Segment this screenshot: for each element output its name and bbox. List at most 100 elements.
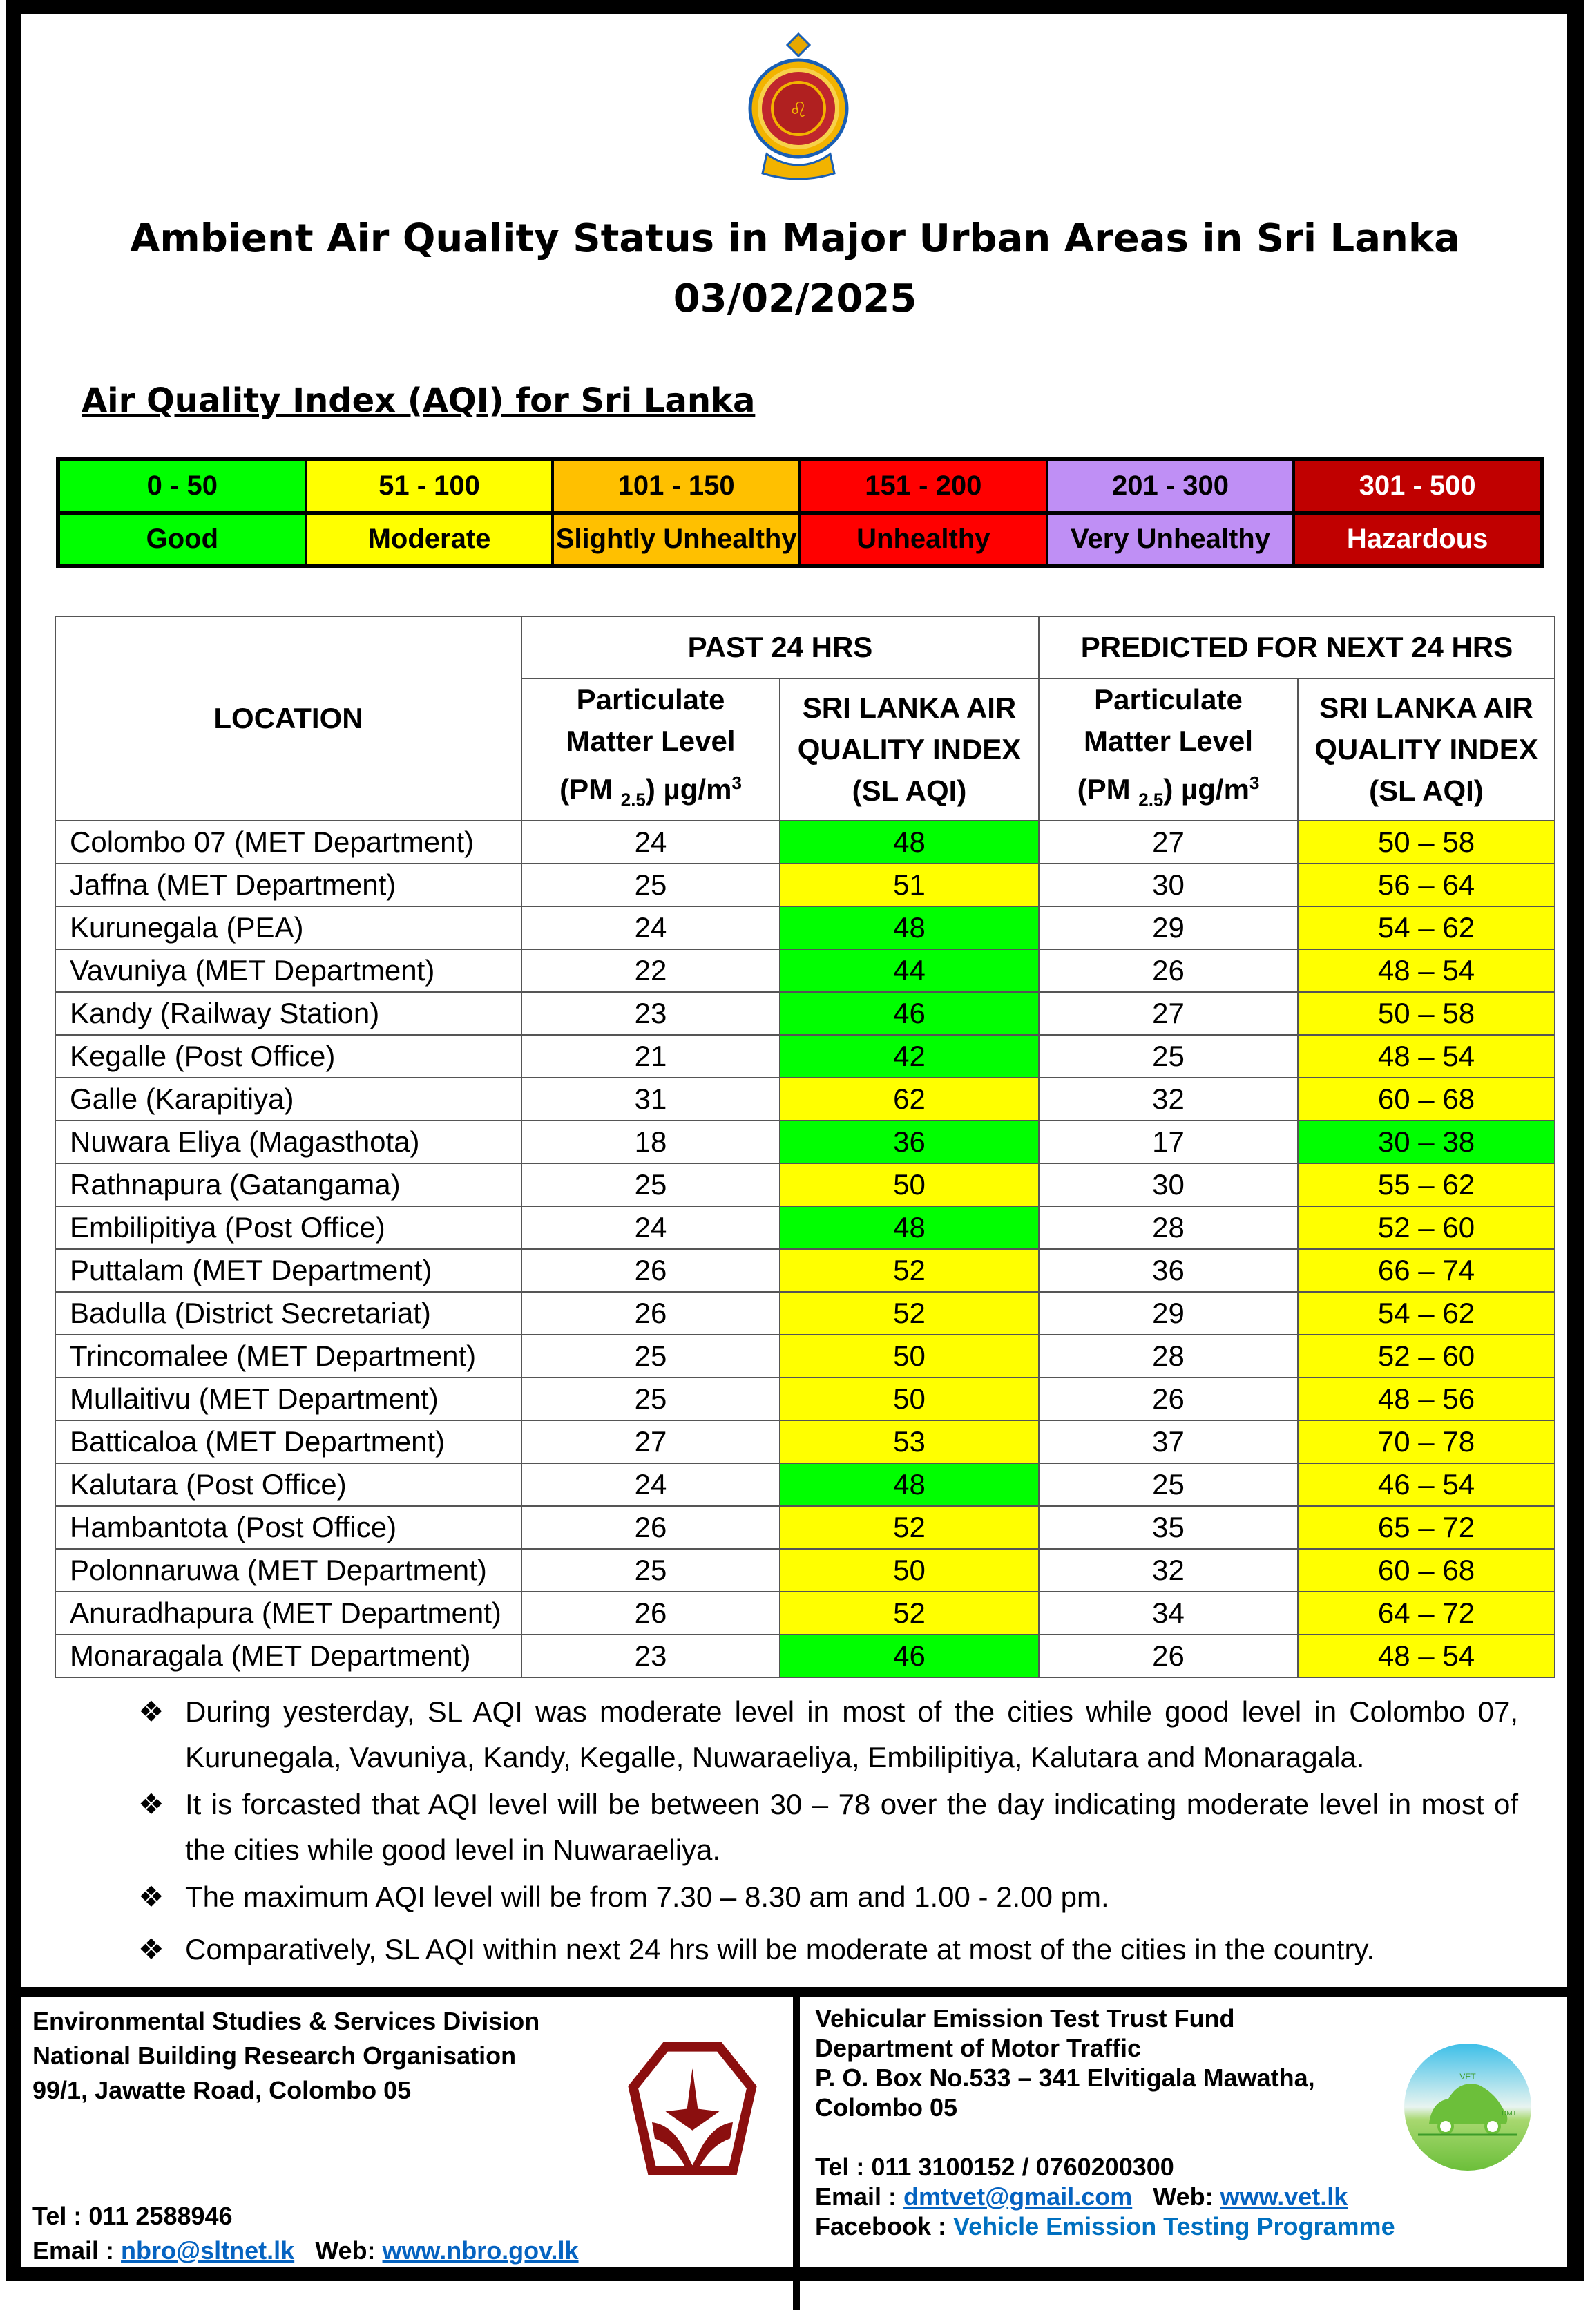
- pm-past-cell: 23: [521, 1634, 780, 1679]
- aqi-past-cell: 50: [779, 1163, 1040, 1208]
- aqi-past-cell: 48: [779, 1206, 1040, 1250]
- aqi-predicted-cell: 46 – 54: [1297, 1463, 1555, 1507]
- pm-past-cell: 24: [521, 1206, 780, 1250]
- location-cell: Embilipitiya (Post Office): [55, 1206, 522, 1250]
- pm-past-cell: 26: [521, 1248, 780, 1293]
- aqi-past-cell: 51: [779, 863, 1040, 908]
- email-label: Email :: [815, 2182, 904, 2211]
- aqi-past-cell: 53: [779, 1420, 1040, 1465]
- aqi-past-cell: 50: [779, 1334, 1040, 1379]
- vet-pobox: P. O. Box No.533 – 341 Elvitigala Mawath…: [815, 2064, 1315, 2092]
- vet-web-link[interactable]: www.vet.lk: [1220, 2182, 1348, 2211]
- vet-logo-text: VET: [1459, 2072, 1476, 2082]
- aqi-predicted-cell: 66 – 74: [1297, 1248, 1555, 1293]
- note-text: Comparatively, SL AQI within next 24 hrs…: [185, 1933, 1375, 1965]
- aqi-past-cell: 44: [779, 949, 1040, 993]
- pm-predicted-cell: 28: [1038, 1334, 1299, 1379]
- aqi-past-cell: 46: [779, 991, 1040, 1036]
- aqi-range: 301 - 500: [1295, 461, 1540, 511]
- vet-department: Department of Motor Traffic: [815, 2034, 1142, 2062]
- pm-past-cell: 21: [521, 1034, 780, 1079]
- table-row: Kalutara (Post Office) 24 48 25 46 – 54: [55, 1463, 1555, 1507]
- location-cell: Jaffna (MET Department): [55, 863, 522, 908]
- location-cell: Nuwara Eliya (Magasthota): [55, 1120, 522, 1165]
- location-cell: Badulla (District Secretariat): [55, 1291, 522, 1336]
- nbro-address: 99/1, Jawatte Road, Colombo 05: [32, 2076, 412, 2104]
- table-row: Kandy (Railway Station) 23 46 27 50 – 58: [55, 991, 1555, 1036]
- table-row: Mullaitivu (MET Department) 25 50 26 48 – 56: [55, 1377, 1555, 1422]
- aqi-category: Unhealthy: [801, 515, 1046, 564]
- header-pm-predicted: Particulate Matter Level (PM 2.5) µg/m3: [1038, 677, 1299, 822]
- note-item: ❖ It is forcasted that AQI level will be …: [138, 1782, 1518, 1873]
- pm-past-cell: 31: [521, 1077, 780, 1122]
- aqi-past-cell: 52: [779, 1291, 1040, 1336]
- pm-past-cell: 23: [521, 991, 780, 1036]
- footer-right: Vehicular Emission Test Trust Fund Depar…: [815, 2003, 1395, 2241]
- aqi-past-cell: 50: [779, 1377, 1040, 1422]
- location-cell: Kegalle (Post Office): [55, 1034, 522, 1079]
- aqi-category: Moderate: [307, 515, 552, 564]
- summary-notes: ❖ During yesterday, SL AQI was moderate l…: [138, 1689, 1518, 1972]
- aqi-predicted-cell: 48 – 54: [1297, 949, 1555, 993]
- aqi-range: 51 - 100: [307, 461, 552, 511]
- table-row: Hambantota (Post Office) 26 52 35 65 – 72: [55, 1505, 1555, 1550]
- pm-predicted-cell: 32: [1038, 1077, 1299, 1122]
- frame-border-right: [1567, 0, 1584, 2281]
- frame-border-left: [6, 0, 21, 2281]
- vet-city: Colombo 05: [815, 2093, 958, 2122]
- aqi-past-cell: 36: [779, 1120, 1040, 1165]
- table-row: Trincomalee (MET Department) 25 50 28 52 – 6…: [55, 1334, 1555, 1379]
- pm-predicted-cell: 29: [1038, 906, 1299, 951]
- location-cell: Galle (Karapitiya): [55, 1077, 522, 1122]
- pm-predicted-cell: 25: [1038, 1034, 1299, 1079]
- aqi-range: 201 - 300: [1048, 461, 1293, 511]
- pm-past-cell: 25: [521, 1334, 780, 1379]
- report-date: 03/02/2025: [673, 276, 917, 321]
- header-pm-past: Particulate Matter Level (PM 2.5) µg/m3: [521, 677, 780, 822]
- table-row: Polonnaruwa (MET Department) 25 50 32 60 – 6…: [55, 1548, 1555, 1593]
- pm-predicted-cell: 25: [1038, 1463, 1299, 1507]
- location-cell: Mullaitivu (MET Department): [55, 1377, 522, 1422]
- aqi-predicted-cell: 56 – 64: [1297, 863, 1555, 908]
- aqi-past-cell: 50: [779, 1548, 1040, 1593]
- pm-past-cell: 18: [521, 1120, 780, 1165]
- aqi-predicted-cell: 48 – 54: [1297, 1034, 1555, 1079]
- aqi-predicted-cell: 48 – 54: [1297, 1634, 1555, 1679]
- table-row: Nuwara Eliya (Magasthota) 18 36 17 30 – 38: [55, 1120, 1555, 1165]
- location-cell: Trincomalee (MET Department): [55, 1334, 522, 1379]
- pm-predicted-cell: 28: [1038, 1206, 1299, 1250]
- table-row: Monaragala (MET Department) 23 46 26 48 – 54: [55, 1634, 1555, 1679]
- pm-predicted-cell: 37: [1038, 1420, 1299, 1465]
- location-cell: Anuradhapura (MET Department): [55, 1591, 522, 1636]
- pm-past-cell: 24: [521, 1463, 780, 1507]
- aqi-past-cell: 52: [779, 1248, 1040, 1293]
- aqi-past-cell: 46: [779, 1634, 1040, 1679]
- aqi-category: Slightly Unhealthy: [554, 515, 798, 564]
- svg-text:♌: ♌: [789, 98, 808, 122]
- pm-past-cell: 24: [521, 820, 780, 865]
- sri-lanka-emblem-icon: ♌: [748, 32, 849, 180]
- vet-fund: Vehicular Emission Test Trust Fund: [815, 2004, 1235, 2032]
- email-label: Email :: [32, 2236, 122, 2265]
- aqi-predicted-cell: 65 – 72: [1297, 1505, 1555, 1550]
- table-row: Anuradhapura (MET Department) 26 52 34 64 – …: [55, 1591, 1555, 1636]
- pm-predicted-cell: 26: [1038, 1634, 1299, 1679]
- nbro-email-link[interactable]: nbro@sltnet.lk: [121, 2236, 295, 2265]
- aqi-legend: 0 - 50 51 - 100 101 - 150 151 - 200 201 - 30…: [56, 457, 1544, 568]
- header-past-24-hrs: PAST 24 HRS: [521, 616, 1040, 679]
- table-row: Batticaloa (MET Department) 27 53 37 70 – 78: [55, 1420, 1555, 1465]
- footer-column-divider: [793, 1990, 800, 2310]
- table-row: Galle (Karapitiya) 31 62 32 60 – 68: [55, 1077, 1555, 1122]
- aqi-range: 151 - 200: [801, 461, 1046, 511]
- location-cell: Rathnapura (Gatangama): [55, 1163, 522, 1208]
- pm-predicted-cell: 32: [1038, 1548, 1299, 1593]
- facebook-page-link[interactable]: Vehicle Emission Testing Programme: [953, 2212, 1395, 2240]
- nbro-web-link[interactable]: www.nbro.gov.lk: [382, 2236, 579, 2265]
- pm-past-cell: 26: [521, 1591, 780, 1636]
- pm-past-cell: 27: [521, 1420, 780, 1465]
- location-cell: Kurunegala (PEA): [55, 906, 522, 951]
- aqi-predicted-cell: 54 – 62: [1297, 1291, 1555, 1336]
- vet-email-link[interactable]: dmtvet@gmail.com: [903, 2182, 1133, 2211]
- location-cell: Kalutara (Post Office): [55, 1463, 522, 1507]
- location-cell: Polonnaruwa (MET Department): [55, 1548, 522, 1593]
